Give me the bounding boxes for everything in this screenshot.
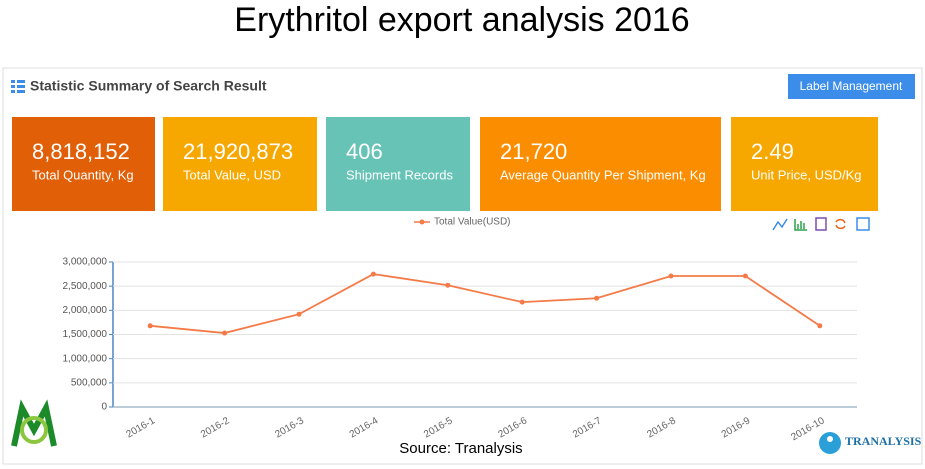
point: [519, 299, 525, 305]
y-tick-label: 500,000: [71, 377, 108, 388]
card: [163, 117, 317, 211]
y-tick-label: 2,000,000: [63, 305, 108, 316]
logo-text: TRANALYSIS: [845, 434, 922, 448]
point: [817, 323, 823, 329]
card-label: Unit Price, USD/Kg: [751, 167, 862, 182]
card-label: Average Quantity Per Shipment, Kg: [500, 167, 706, 182]
y-tick-label: 0: [101, 402, 107, 413]
point: [445, 282, 451, 288]
panel: [2, 67, 923, 465]
y-tick-label: 1,000,000: [63, 353, 108, 364]
right-logo: [819, 432, 841, 454]
panel-heading: Statistic Summary of Search Result: [30, 78, 267, 94]
card-value: 8,818,152: [32, 139, 130, 164]
card-value: 21,720: [500, 139, 567, 164]
toolbar-icons: [772, 217, 870, 231]
card-value: 2.49: [751, 139, 794, 164]
left-logo: [11, 399, 57, 447]
page-title: Erythritol export analysis 2016: [234, 1, 689, 39]
card-label: Shipment Records: [346, 167, 453, 182]
card-value: 406: [346, 139, 383, 164]
card: [12, 117, 155, 211]
list-icon: [11, 80, 25, 93]
card: [480, 117, 721, 211]
card-label: Total Value, USD: [183, 167, 281, 182]
card-label: Total Quantity, Kg: [32, 167, 134, 182]
point: [296, 311, 302, 317]
cards: 8,818,152 Total Quantity, Kg 21,920,873 Tot…: [12, 117, 878, 211]
point: [594, 295, 600, 301]
point: [742, 273, 748, 279]
legend-marker: [419, 219, 425, 225]
y-tick-label: 3,000,000: [63, 257, 108, 268]
label-button-text[interactable]: Label Management: [800, 79, 903, 93]
legend-label: Total Value(USD): [434, 217, 511, 228]
source: Source: Tranalysis: [399, 440, 522, 457]
label-button[interactable]: [788, 74, 915, 99]
y-tick-label: 1,500,000: [63, 329, 108, 340]
point: [147, 323, 153, 329]
point: [370, 271, 376, 277]
card: [731, 117, 878, 211]
y-tick-label: 2,500,000: [63, 281, 108, 292]
card: [326, 117, 470, 211]
series-line: [150, 273, 821, 334]
card-value: 21,920,873: [183, 139, 293, 164]
point: [668, 273, 674, 279]
point: [222, 330, 228, 336]
